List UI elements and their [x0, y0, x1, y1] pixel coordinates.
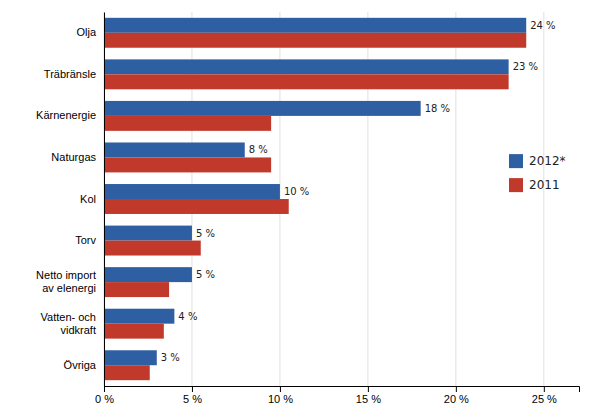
y-tick-label: Naturgas: [51, 151, 96, 163]
y-tick: Torv: [75, 234, 104, 246]
y-tick: Netto importav elenergi: [36, 269, 104, 294]
data-label: 18 %: [425, 103, 450, 114]
bar: [104, 350, 157, 365]
y-tick-label-line: Torv: [75, 234, 96, 246]
y-tick: Övriga: [64, 359, 104, 371]
bar: [104, 282, 169, 297]
bar: [104, 365, 150, 380]
y-tick: Vatten- ochvidkraft: [41, 311, 104, 336]
bar: [104, 199, 289, 214]
bar: [104, 184, 280, 199]
y-tick-label-line: av elenergi: [42, 282, 96, 294]
x-tick-mark: [368, 386, 369, 392]
bar: [104, 324, 164, 339]
y-tick-label: Torv: [75, 234, 96, 246]
y-tick: Naturgas: [51, 151, 104, 163]
data-label: 24 %: [530, 20, 555, 31]
y-tick-label-line: Vatten- och: [41, 311, 96, 323]
y-tick-label: Vatten- ochvidkraft: [41, 311, 96, 336]
y-axis: Olja Träbränsle Kärnenergie Naturgas Kol Torv…: [36, 13, 104, 387]
x-tick-label: 10 %: [268, 393, 293, 405]
x-tick: 10 %: [268, 386, 293, 405]
bar-series: [104, 18, 526, 365]
legend: 2012* 2011: [509, 154, 566, 192]
x-tick-label: 0 %: [95, 393, 114, 405]
grid-line: [104, 12, 105, 386]
bar: [104, 142, 245, 157]
x-tick: 25 %: [532, 386, 557, 405]
x-tick: 20 %: [444, 386, 469, 405]
x-axis-line: [105, 387, 580, 393]
y-tick-label-line: Naturgas: [51, 151, 96, 163]
bar: [104, 33, 526, 48]
y-tick-label: Kärnenergie: [36, 109, 96, 121]
x-tick-label: 25 %: [532, 393, 557, 405]
bar: [104, 101, 421, 116]
x-tick-mark: [104, 386, 105, 392]
bar: [104, 116, 271, 131]
y-tick-label: Netto importav elenergi: [36, 269, 96, 294]
data-label: 5 %: [196, 228, 215, 239]
data-label: 4 %: [178, 311, 197, 322]
bars: [104, 18, 526, 380]
y-tick-label-line: vidkraft: [61, 324, 96, 336]
legend-item: 2012*: [509, 154, 566, 168]
x-tick: 0 %: [95, 386, 114, 405]
bar: [104, 267, 192, 282]
data-label: 3 %: [161, 352, 180, 363]
data-label: 5 %: [196, 269, 215, 280]
x-tick-label: 5 %: [183, 393, 202, 405]
x-tick-label: 20 %: [444, 393, 469, 405]
bar: [104, 18, 526, 33]
y-tick: Kärnenergie: [36, 109, 104, 121]
y-tick-label: Kol: [80, 193, 96, 205]
legend-swatch: [509, 154, 523, 168]
y-tick-label-line: Övriga: [64, 359, 97, 371]
plot-area: 24 % 23 % 18 % 8 % 10 % 5 % 5 % 4 % 3 % 0 % 5 % 10 …: [36, 12, 579, 405]
data-label: 10 %: [284, 186, 309, 197]
y-tick: Olja: [76, 26, 104, 38]
bar: [104, 74, 509, 89]
grid-line: [543, 12, 544, 386]
legend-label: 2012*: [529, 154, 566, 168]
bar: [104, 59, 509, 74]
grid: [104, 12, 544, 386]
x-tick: 5 %: [183, 386, 202, 405]
x-tick-mark: [280, 386, 281, 392]
legend-item: 2011: [509, 178, 560, 192]
x-tick: 15 %: [356, 386, 381, 405]
x-tick-label: 15 %: [356, 393, 381, 405]
chart-container: 24 % 23 % 18 % 8 % 10 % 5 % 5 % 4 % 3 % 0 % 5 % 10 …: [0, 0, 607, 418]
data-label: 8 %: [249, 144, 268, 155]
x-tick-mark: [544, 386, 545, 392]
y-tick-label-line: Träbränsle: [44, 68, 96, 80]
y-tick: Träbränsle: [44, 68, 104, 80]
x-tick-mark: [192, 386, 193, 392]
data-label: 23 %: [513, 61, 538, 72]
x-tick-mark: [456, 386, 457, 392]
bar-series: [104, 33, 526, 380]
y-axis-line: [104, 13, 105, 387]
x-axis: 0 % 5 % 10 % 15 % 20 % 25 %: [95, 386, 579, 405]
y-tick-label-line: Kol: [80, 193, 96, 205]
y-tick-label-line: Olja: [76, 26, 96, 38]
y-tick-label: Träbränsle: [44, 68, 96, 80]
bar: [104, 157, 271, 172]
legend-swatch: [509, 178, 523, 192]
data-labels: 24 % 23 % 18 % 8 % 10 % 5 % 5 % 4 % 3 %: [161, 20, 556, 363]
bar: [104, 241, 201, 256]
y-tick-label-line: Netto import: [36, 269, 96, 281]
bar: [104, 309, 174, 324]
y-tick-label: Övriga: [64, 359, 97, 371]
bar: [104, 226, 192, 241]
y-tick-label: Olja: [76, 26, 96, 38]
chart-svg: 24 % 23 % 18 % 8 % 10 % 5 % 5 % 4 % 3 % 0 % 5 % 10 …: [0, 0, 607, 418]
legend-label: 2011: [529, 178, 560, 192]
y-tick: Kol: [80, 193, 104, 205]
y-tick-label-line: Kärnenergie: [36, 109, 96, 121]
